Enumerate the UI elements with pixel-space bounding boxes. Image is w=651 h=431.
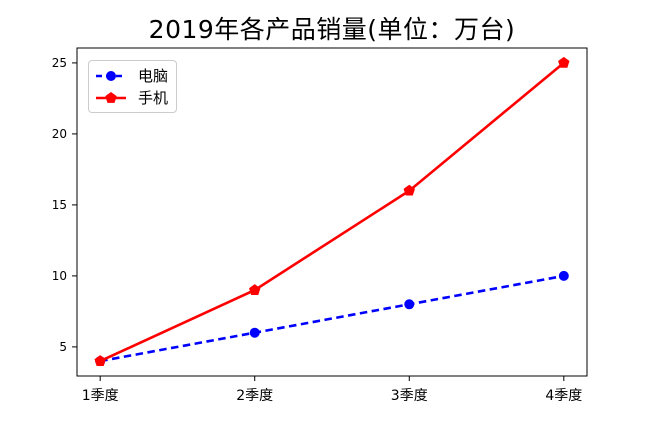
series-line-0 xyxy=(99,274,565,363)
pentagon-marker-icon xyxy=(105,91,117,103)
data-point xyxy=(249,327,260,338)
y-tick-label: 15 xyxy=(52,198,67,212)
legend-sample-dashed-line xyxy=(96,70,126,81)
x-tick-label: 4季度 xyxy=(545,388,582,404)
x-tick-label: 3季度 xyxy=(391,388,428,404)
x-tick-label: 2季度 xyxy=(236,388,273,404)
plot-border xyxy=(76,47,588,377)
chart-title: 2019年各产品销量(单位：万台) xyxy=(148,15,516,44)
data-point xyxy=(404,299,415,310)
y-tick-label: 20 xyxy=(52,127,67,141)
data-point xyxy=(558,270,569,281)
legend: 电脑 手机 xyxy=(88,60,178,113)
data-point xyxy=(249,284,261,295)
legend-label: 手机 xyxy=(138,89,169,107)
legend-item-0: 电脑 xyxy=(95,65,168,86)
legend-label: 电脑 xyxy=(138,67,169,85)
y-tick-label: 25 xyxy=(52,56,67,70)
circle-marker-icon xyxy=(106,70,116,81)
legend-sample-solid-line xyxy=(96,91,126,103)
data-point xyxy=(403,184,415,196)
legend-item-1: 手机 xyxy=(95,87,168,108)
data-point xyxy=(94,355,106,366)
series-line-1 xyxy=(99,61,565,363)
y-tick-label: 5 xyxy=(59,340,67,354)
x-tick-label: 1季度 xyxy=(82,388,119,404)
data-point xyxy=(558,56,570,68)
y-tick-label: 10 xyxy=(52,269,67,283)
